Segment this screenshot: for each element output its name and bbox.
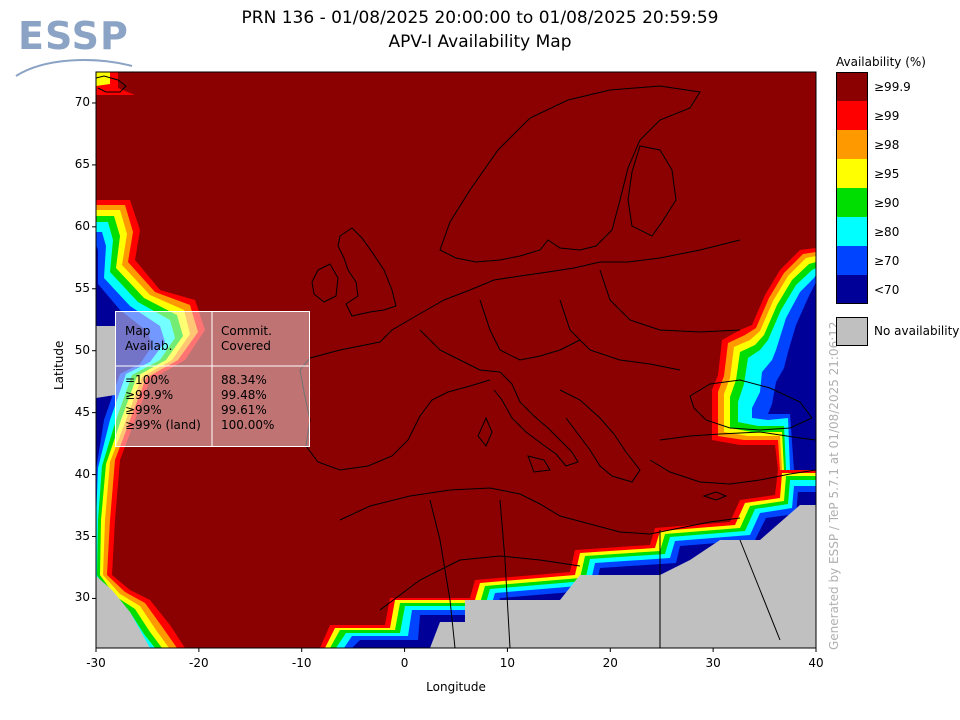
x-tick-label: 40 — [808, 656, 824, 670]
x-tick-label: 10 — [499, 656, 516, 670]
y-tick-label: 55 — [74, 280, 90, 295]
legend-label: <70 — [874, 283, 900, 297]
africa-low-coverage — [320, 470, 816, 648]
stats-row-label: =100% — [125, 373, 170, 387]
legend-label: ≥90 — [874, 196, 900, 210]
map-subtitle: APV-I Availability Map — [388, 32, 572, 52]
legend-swatch — [836, 246, 868, 275]
legend-label: ≥95 — [874, 167, 900, 181]
stats-row-label: ≥99% — [125, 403, 162, 417]
stats-header-left: Map Availab. — [125, 324, 173, 353]
x-tick-label: -30 — [86, 656, 106, 670]
plot-frame — [95, 71, 817, 649]
stats-values: 88.34% 99.48% 99.61% 100.00% — [221, 373, 274, 433]
logo-swoosh — [15, 59, 133, 77]
y-axis-title: Latitude — [52, 340, 66, 390]
map-title: PRN 136 - 01/08/2025 20:00:00 to 01/08/2… — [241, 8, 719, 28]
east-low-coverage — [712, 248, 816, 470]
legend-label: ≥99.9 — [874, 80, 911, 94]
legend-label: ≥70 — [874, 254, 900, 268]
stats-row-value: 99.48% — [221, 388, 267, 402]
y-tick-label: 40 — [74, 466, 90, 481]
legend-label-no-availability: No availability — [874, 324, 960, 338]
legend-swatch — [836, 101, 868, 130]
y-axis-ticks — [92, 102, 96, 599]
y-tick-label: 70 — [74, 94, 90, 109]
stats-labels: =100% ≥99.9% ≥99% ≥99% (land) — [125, 373, 201, 433]
legend-swatch — [836, 130, 868, 159]
x-tick-label: 0 — [400, 656, 409, 670]
legend-title: Availability (%) — [836, 55, 926, 69]
atlantic-low-coverage — [96, 200, 205, 648]
y-tick-label: 45 — [74, 404, 90, 419]
x-tick-label: -10 — [291, 656, 312, 670]
x-tick-label: 30 — [705, 656, 721, 670]
legend-label: ≥80 — [874, 225, 900, 239]
y-tick-label: 50 — [74, 342, 90, 357]
stats-row-value: 99.61% — [221, 403, 267, 417]
stats-row-label: ≥99.9% — [125, 388, 174, 402]
y-tick-label: 65 — [74, 156, 90, 171]
legend-label: ≥99 — [874, 109, 900, 123]
stats-row-label: ≥99% (land) — [125, 418, 201, 432]
legend-label: ≥98 — [874, 138, 900, 152]
legend-swatch-no-availability — [836, 317, 868, 346]
coastlines — [96, 75, 816, 648]
y-tick-label: 35 — [74, 528, 90, 543]
legend-swatch — [836, 159, 868, 188]
legend-swatch — [836, 188, 868, 217]
x-axis-ticks — [95, 648, 817, 652]
stats-row-value: 88.34% — [221, 373, 267, 387]
generated-watermark: Generated by ESSP / TeP 5.7.1 at 01/08/2… — [827, 321, 841, 650]
essp-logo: ESSP — [18, 14, 129, 58]
legend-swatch — [836, 217, 868, 246]
legend-swatch — [836, 72, 868, 101]
y-tick-label: 30 — [74, 590, 90, 605]
y-tick-label: 60 — [74, 218, 90, 233]
x-tick-label: -20 — [189, 656, 209, 670]
x-tick-label: 20 — [602, 656, 618, 670]
stats-row-value: 100.00% — [221, 418, 275, 432]
stats-table: Map Availab. Commit. Covered =100% ≥99.9% ≥9… — [115, 311, 310, 447]
x-axis-title: Longitude — [426, 680, 486, 694]
stats-header-right: Commit. Covered — [221, 324, 272, 353]
legend-swatch — [836, 275, 868, 304]
